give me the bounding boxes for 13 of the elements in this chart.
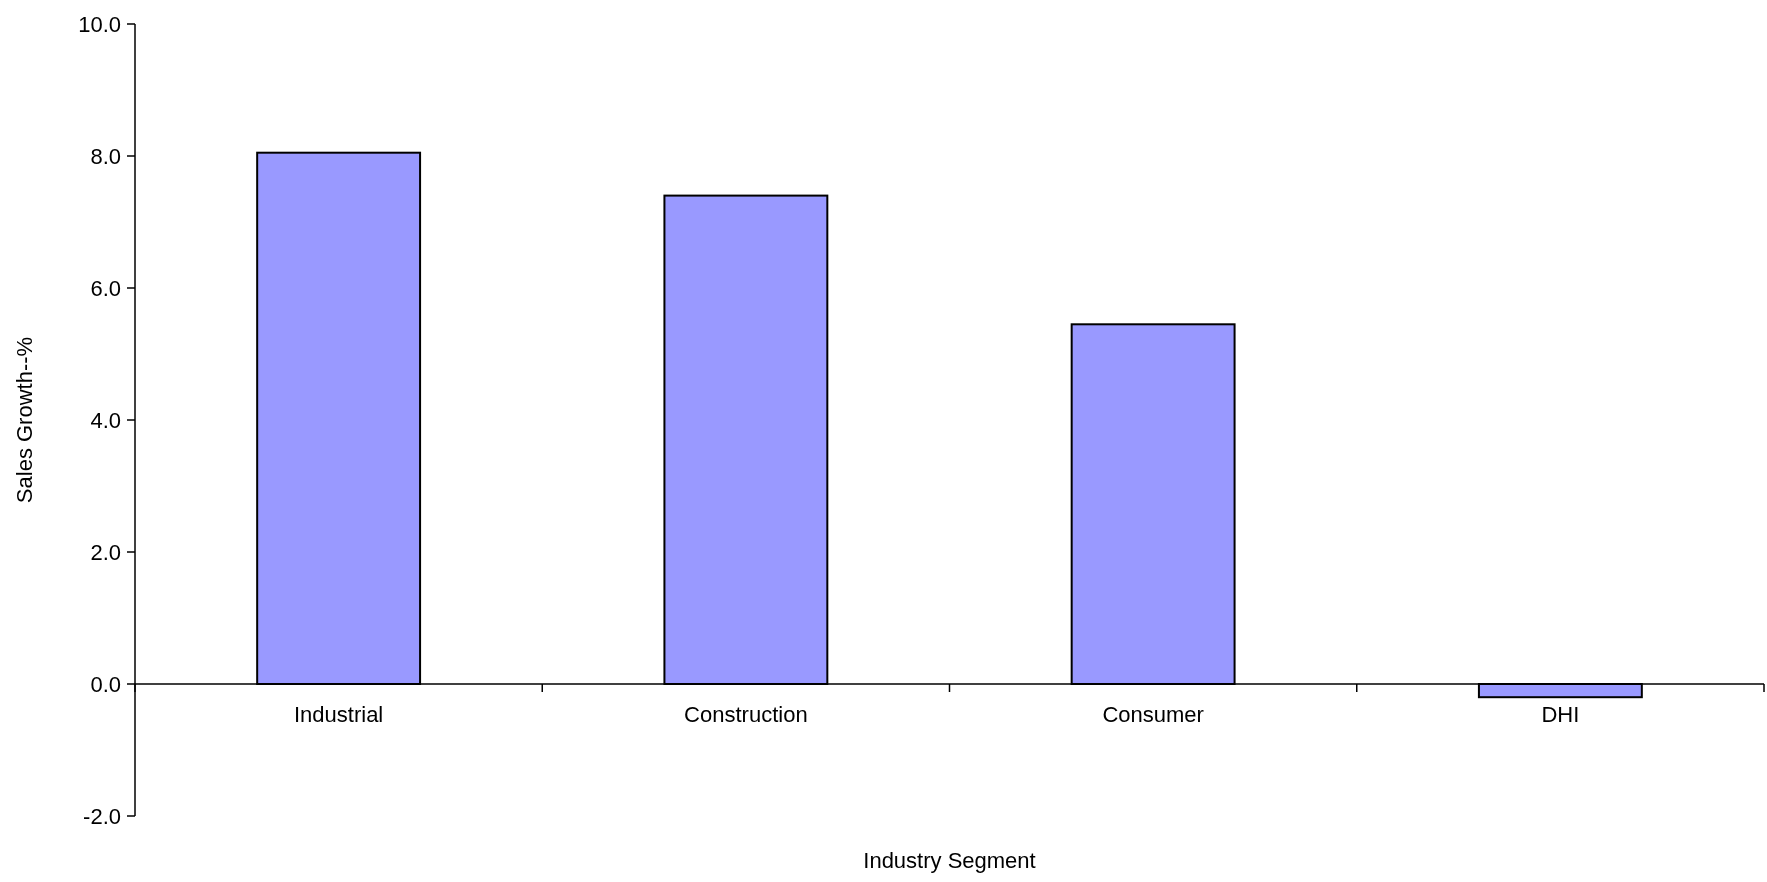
x-axis-title: Industry Segment [863,848,1036,873]
y-axis-title: Sales Growth--% [12,336,37,504]
y-tick-label: -2.0 [83,803,121,829]
y-tick-label: 6.0 [90,275,121,301]
x-tick-label: Industrial [293,702,384,727]
y-tick-label: 0.0 [90,671,121,697]
y-tick-label: 8.0 [90,143,121,169]
y-tick-label: 10.0 [78,11,121,37]
x-tick-label: Construction [684,702,808,727]
y-tick-label: 4.0 [90,407,121,433]
y-tick-label: 2.0 [90,539,121,565]
x-tick-label: DHI [1541,702,1580,727]
x-tick-label: Consumer [1102,702,1204,727]
